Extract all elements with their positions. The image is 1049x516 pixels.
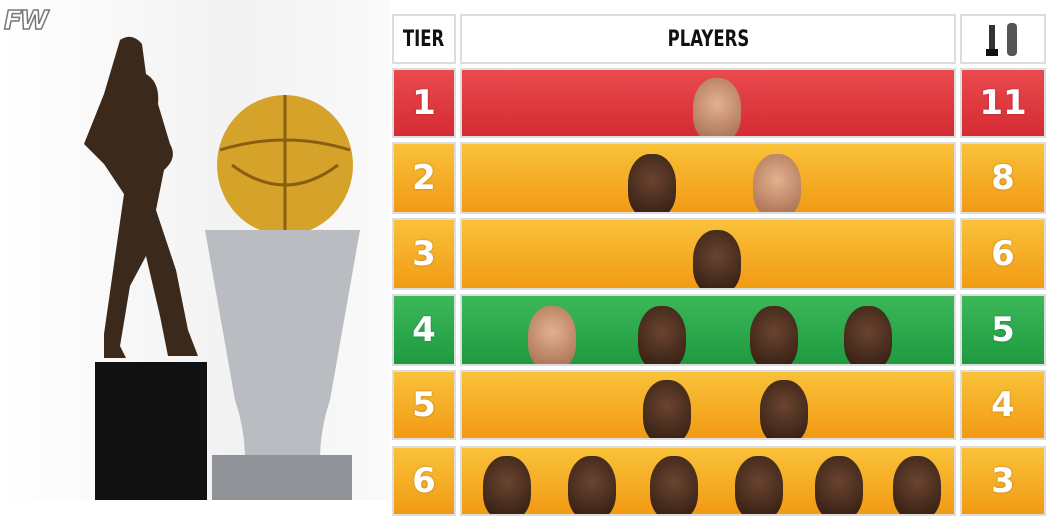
trophy-count: 4: [991, 385, 1015, 425]
tier-label-cell: 6: [392, 446, 456, 516]
player-photo: [750, 306, 798, 364]
player-photo: [815, 456, 863, 514]
player-photo: [760, 380, 808, 438]
trophy-count-cell: 6: [960, 218, 1046, 290]
trophy-count-cell: 3: [960, 446, 1046, 516]
tier-number: 2: [412, 158, 436, 198]
players-cell: [460, 142, 956, 214]
tier-number: 1: [412, 83, 436, 123]
players-cell: [460, 446, 956, 516]
player-photo: [893, 456, 941, 514]
trophy-count-cell: 4: [960, 370, 1046, 440]
trophy-count-cell: 5: [960, 294, 1046, 366]
player-photo: [568, 456, 616, 514]
trophy-count: 5: [991, 310, 1015, 350]
tier-label-cell: 3: [392, 218, 456, 290]
tier-label-cell: 1: [392, 68, 456, 138]
player-photo: [528, 306, 576, 364]
trophy-count: 11: [979, 83, 1027, 123]
trophy-count-cell: 11: [960, 68, 1046, 138]
player-photo: [693, 230, 741, 288]
tier-number: 4: [412, 310, 436, 350]
tier-number: 3: [412, 234, 436, 274]
tier-label-cell: 2: [392, 142, 456, 214]
player-photo: [693, 78, 741, 136]
trophy-count: 3: [991, 461, 1015, 501]
player-photo: [628, 154, 676, 212]
tier-number: 5: [412, 385, 436, 425]
trophy-count: 8: [991, 158, 1015, 198]
trophy-icon: [84, 36, 360, 502]
tier-header-label: TIER: [403, 26, 445, 52]
watermark-logo: FW: [3, 5, 49, 37]
players-cell: [460, 68, 956, 138]
players-cell: [460, 294, 956, 366]
tier-label-cell: 5: [392, 370, 456, 440]
player-photo: [753, 154, 801, 212]
players-header: PLAYERS: [460, 14, 956, 64]
trophy-icon: [986, 23, 1017, 56]
trophies-image: [0, 0, 390, 502]
player-photo: [844, 306, 892, 364]
player-photo: [483, 456, 531, 514]
players-cell: [460, 218, 956, 290]
player-photo: [735, 456, 783, 514]
trophy-count: 6: [991, 234, 1015, 274]
player-photo: [650, 456, 698, 514]
players-cell: [460, 370, 956, 440]
trophy-count-cell: 8: [960, 142, 1046, 214]
tier-number: 6: [412, 461, 436, 501]
player-photo: [643, 380, 691, 438]
players-header-label: PLAYERS: [667, 26, 749, 52]
trophy-count-header: [960, 14, 1046, 64]
player-photo: [638, 306, 686, 364]
tier-label-cell: 4: [392, 294, 456, 366]
tier-header: TIER: [392, 14, 456, 64]
